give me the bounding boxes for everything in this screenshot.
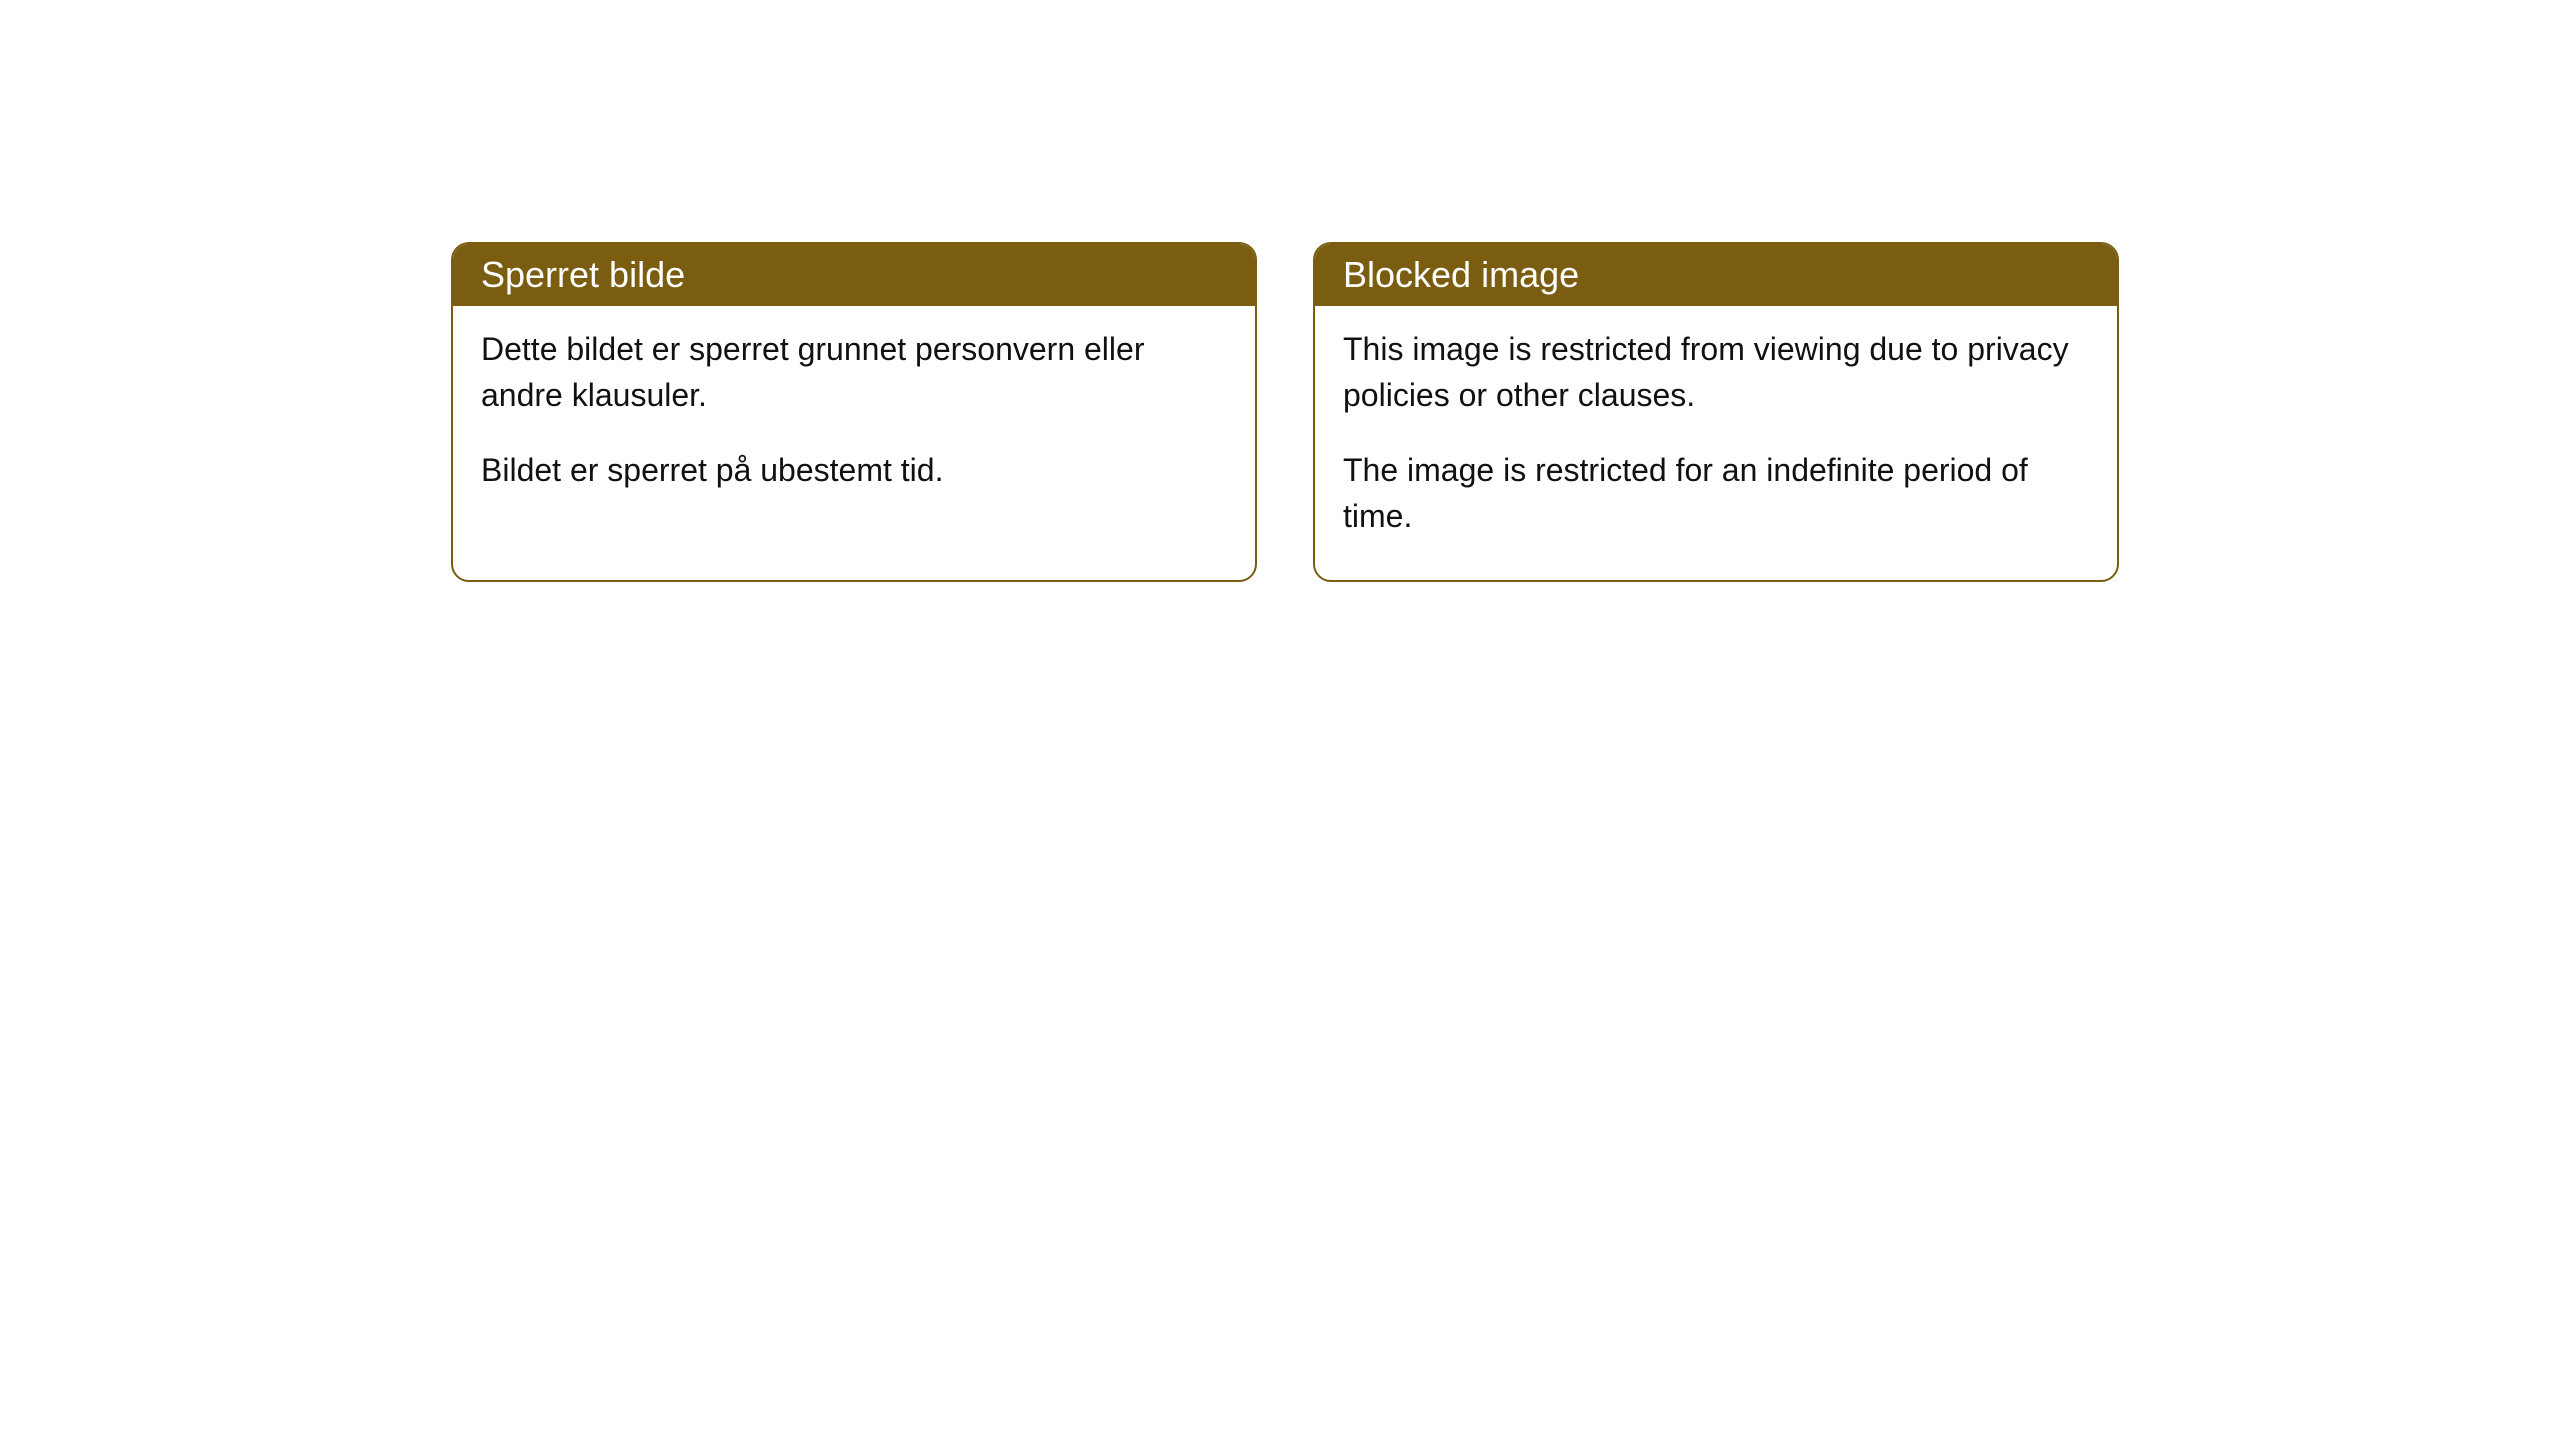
card-paragraph: The image is restricted for an indefinit… bbox=[1343, 447, 2089, 540]
card-title: Sperret bilde bbox=[481, 254, 685, 295]
notice-cards-container: Sperret bilde Dette bildet er sperret gr… bbox=[451, 242, 2119, 582]
card-header: Sperret bilde bbox=[453, 244, 1255, 306]
notice-card-norwegian: Sperret bilde Dette bildet er sperret gr… bbox=[451, 242, 1257, 582]
card-title: Blocked image bbox=[1343, 254, 1579, 295]
card-paragraph: Bildet er sperret på ubestemt tid. bbox=[481, 447, 1227, 493]
card-paragraph: Dette bildet er sperret grunnet personve… bbox=[481, 326, 1227, 419]
notice-card-english: Blocked image This image is restricted f… bbox=[1313, 242, 2119, 582]
card-body: Dette bildet er sperret grunnet personve… bbox=[453, 306, 1255, 533]
card-body: This image is restricted from viewing du… bbox=[1315, 306, 2117, 580]
card-header: Blocked image bbox=[1315, 244, 2117, 306]
card-paragraph: This image is restricted from viewing du… bbox=[1343, 326, 2089, 419]
